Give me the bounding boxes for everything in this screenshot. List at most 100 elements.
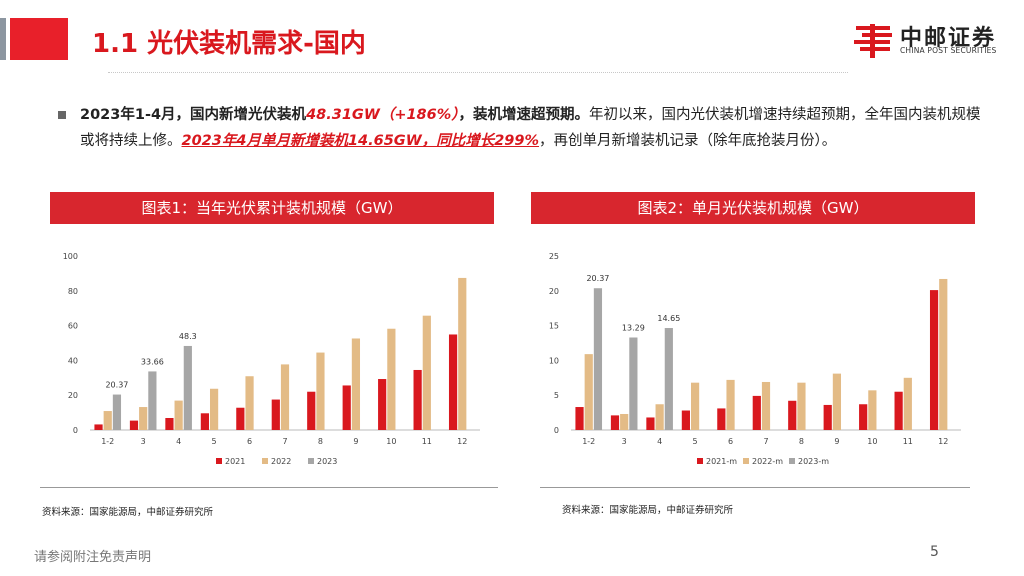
chart1-xtick-4: 6 — [247, 437, 252, 446]
chart1-xtick-7: 9 — [353, 437, 358, 446]
bullet-tail: ，再创单月新增装机记录（除年底抢装月份）。 — [539, 133, 837, 149]
chart1-bar-2021-3 — [129, 420, 139, 430]
chart2-bar-2022-m-11 — [903, 377, 912, 430]
chart2-legend-label-2021-m: 2021-m — [706, 457, 737, 466]
chart1-bar-2022-4 — [174, 400, 183, 430]
chart2-bar-2022-m-4 — [655, 404, 664, 430]
chart2-title: 图表2：单月光伏装机规模（GW） — [531, 192, 975, 224]
chart2-ytick-1: 5 — [554, 391, 559, 400]
chart1-legend-swatch-2023 — [308, 458, 314, 464]
chart2-legend-label-2023-m: 2023-m — [798, 457, 829, 466]
chart1-source: 资料来源：国家能源局，中邮证券研究所 — [42, 507, 214, 518]
chart1-xtick-10: 12 — [457, 437, 467, 446]
chart2-bar-2022-m-6 — [726, 379, 735, 430]
chart2-bar-2023-m-1-2 — [593, 288, 603, 430]
chart2-bar-2021-m-6 — [717, 408, 726, 430]
chart2-xtick-6: 8 — [799, 437, 804, 446]
chart1-bar-2023-1-2 — [112, 394, 122, 430]
chart1-bar-2022-1-2 — [103, 411, 112, 430]
title-divider — [108, 72, 848, 73]
bullet-highlight-april: 2023年4月单月新增装机14.65GW，同比增长299% — [181, 133, 540, 149]
chart1-data-label-4: 48.3 — [179, 332, 197, 341]
chart1-legend-swatch-2022 — [262, 458, 268, 464]
chart1-legend-label-2021: 2021 — [225, 457, 245, 466]
chart2-bar-2021-m-11 — [894, 391, 903, 430]
chart2-bar-2022-m-12 — [939, 278, 948, 430]
chart1-bar-2022-5 — [209, 388, 219, 430]
chart2-bar-2022-m-1-2 — [584, 354, 593, 430]
chart1-bar-2021-12 — [448, 334, 458, 430]
chart2-bar-2021-m-4 — [646, 417, 655, 430]
chart2-divider — [540, 487, 970, 488]
chart1-ytick-4: 80 — [68, 287, 78, 296]
header-accent-gray — [0, 18, 6, 60]
chart2-bar-2021-m-10 — [859, 404, 868, 430]
chart1-xtick-3: 5 — [212, 437, 217, 446]
chart2-xtick-2: 4 — [657, 437, 662, 446]
header-accent-red — [10, 18, 68, 60]
chart2-ytick-5: 25 — [549, 252, 559, 261]
chart1-bar-2021-6 — [236, 407, 245, 430]
chart1-xtick-9: 11 — [422, 437, 432, 446]
cumulative-capacity-chart: 0 20 40 60 80 100 1-2 20.37 3 33.66 4 48.3 5 6 7 8 9 10 11… — [63, 252, 480, 466]
chart2-bar-2022-m-9 — [832, 373, 842, 430]
chart2-xtick-10: 12 — [938, 437, 948, 446]
chart1-bar-2021-7 — [271, 399, 280, 430]
bullet-paragraph: 2023年1-4月，国内新增光伏装机48.31GW（+186%），装机增速超预期… — [80, 102, 985, 154]
chart2-ytick-4: 20 — [549, 287, 559, 296]
bullet-marker — [58, 111, 66, 119]
chart1-bar-2021-9 — [342, 385, 351, 430]
chart2-data-label-1-2: 20.37 — [586, 274, 609, 283]
chart2-legend-swatch-2022-m — [743, 458, 749, 464]
page-number: 5 — [930, 544, 939, 560]
chart2-xtick-3: 5 — [693, 437, 698, 446]
chart2-xtick-1: 3 — [622, 437, 627, 446]
chart1-bar-2021-8 — [307, 391, 316, 430]
monthly-capacity-chart: 0 5 10 15 20 25 1-2 20.37 3 13.29 4 14.65 5 6 7 8 9 10 11 1… — [549, 252, 961, 466]
bullet-lead: 2023年1-4月，国内新增光伏装机 — [80, 107, 307, 123]
chart1-xtick-6: 8 — [318, 437, 323, 446]
chart2-xtick-8: 10 — [867, 437, 877, 446]
chart1-bar-2022-12 — [458, 277, 467, 430]
chart1-ytick-5: 100 — [63, 252, 78, 261]
chart1-xtick-5: 7 — [282, 437, 287, 446]
chart1-ytick-1: 20 — [68, 391, 78, 400]
chart2-bar-2022-m-8 — [797, 382, 806, 430]
chart2-bar-2022-m-7 — [761, 381, 771, 430]
bullet-highlight-total: 48.31GW（+186%） — [306, 107, 459, 123]
chart1-data-label-3: 33.66 — [141, 357, 164, 366]
chart2-xtick-9: 11 — [903, 437, 913, 446]
chart2-xtick-0: 1-2 — [582, 437, 595, 446]
chart2-bar-2021-m-1-2 — [575, 407, 584, 430]
chart1-bar-2022-7 — [280, 364, 290, 430]
bullet-body: 年初以来，国内光伏装机增速持续超预期，全年国内装机规模或将持续上修。 — [80, 107, 981, 149]
bullet-lead-end: ，装机增速超预期。 — [458, 107, 590, 123]
chart1-title: 图表1：当年光伏累计装机规模（GW） — [50, 192, 494, 224]
chart2-bar-2023-m-3 — [629, 337, 638, 430]
chart1-xtick-2: 4 — [176, 437, 181, 446]
chart2-ytick-0: 0 — [554, 426, 559, 435]
chart1-data-label-1-2: 20.37 — [105, 381, 128, 390]
chart2-bar-2021-m-5 — [681, 410, 690, 430]
chart1-bar-2023-4 — [183, 345, 192, 430]
china-post-logo-icon — [854, 24, 892, 58]
chart2-ytick-2: 10 — [549, 356, 559, 365]
chart2-bar-2021-m-12 — [929, 290, 939, 430]
chart2-source: 资料来源：国家能源局，中邮证券研究所 — [562, 505, 734, 516]
chart1-ytick-0: 0 — [73, 426, 78, 435]
chart2-xtick-5: 7 — [763, 437, 768, 446]
chart1-ytick-3: 60 — [68, 322, 78, 331]
chart2-bar-2023-m-4 — [664, 328, 673, 430]
chart2-legend-swatch-2021-m — [697, 458, 703, 464]
chart2-bar-2022-m-5 — [690, 382, 700, 430]
chart1-bar-2022-6 — [245, 376, 254, 430]
page-title: 1.1 光伏装机需求-国内 — [92, 29, 366, 59]
chart2-bar-2022-m-10 — [868, 390, 877, 430]
chart1-xtick-8: 10 — [386, 437, 396, 446]
chart1-bar-2022-8 — [316, 352, 325, 430]
chart1-bar-2022-11 — [422, 315, 431, 430]
chart2-bar-2022-m-3 — [620, 413, 629, 430]
chart2-xtick-4: 6 — [728, 437, 733, 446]
chart2-data-label-3: 13.29 — [622, 324, 645, 333]
logo-name: 中邮证券 — [900, 26, 997, 51]
